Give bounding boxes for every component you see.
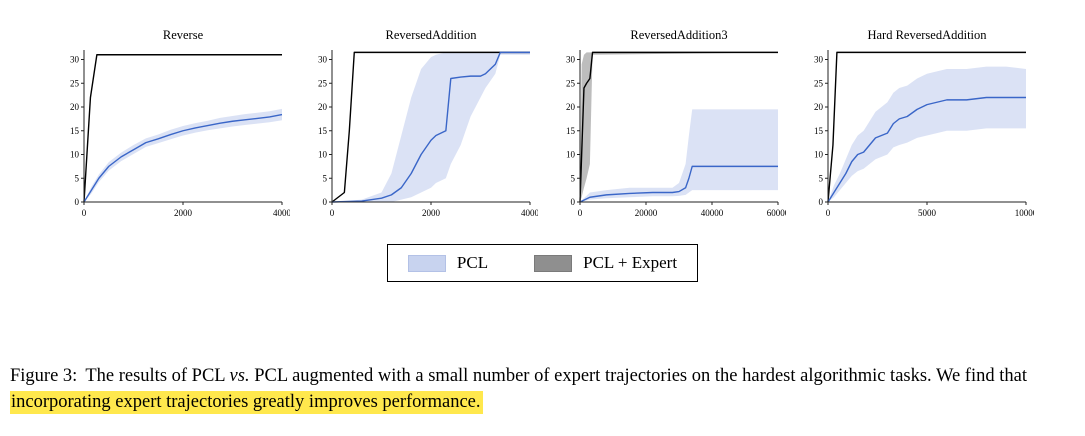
legend-row: PCL PCL + Expert xyxy=(0,244,1085,282)
legend-label-pcl-expert: PCL + Expert xyxy=(583,253,678,272)
caption-vs: vs. xyxy=(229,365,250,386)
svg-text:25: 25 xyxy=(814,78,824,88)
svg-text:0: 0 xyxy=(329,208,334,218)
svg-text:0: 0 xyxy=(570,197,575,207)
svg-text:5: 5 xyxy=(570,173,575,183)
svg-text:0: 0 xyxy=(818,197,823,207)
svg-text:10000: 10000 xyxy=(1014,208,1033,218)
legend-label-pcl: PCL xyxy=(456,253,489,272)
legend-item-pcl-expert: PCL + Expert xyxy=(534,253,677,273)
svg-text:10: 10 xyxy=(318,150,328,160)
caption-label: Figure 3: xyxy=(10,365,78,386)
svg-text:30: 30 xyxy=(566,55,576,65)
svg-text:60000: 60000 xyxy=(766,208,785,218)
legend: PCL PCL + Expert xyxy=(386,244,699,282)
svg-text:0: 0 xyxy=(825,208,830,218)
svg-text:0: 0 xyxy=(81,208,86,218)
figure-caption: Figure 3: The results of PCL vs. PCL augm… xyxy=(10,363,1075,416)
svg-text:0: 0 xyxy=(322,197,327,207)
chart-hard-reversed-addition: Hard ReversedAddition 0 5 10 15 20 25 30 0 5000 10… xyxy=(796,26,1038,228)
svg-text:Reverse: Reverse xyxy=(162,28,203,42)
svg-text:0: 0 xyxy=(74,197,79,207)
svg-text:40000: 40000 xyxy=(700,208,723,218)
svg-text:30: 30 xyxy=(814,55,824,65)
svg-text:15: 15 xyxy=(814,126,824,136)
svg-text:15: 15 xyxy=(70,126,80,136)
svg-text:20: 20 xyxy=(70,102,80,112)
svg-text:30: 30 xyxy=(70,55,80,65)
svg-text:15: 15 xyxy=(566,126,576,136)
svg-text:10: 10 xyxy=(566,150,576,160)
svg-text:4000: 4000 xyxy=(521,208,538,218)
svg-text:0: 0 xyxy=(577,208,582,218)
svg-text:Hard ReversedAddition: Hard ReversedAddition xyxy=(867,28,987,42)
svg-text:20: 20 xyxy=(318,102,328,112)
pcl-expert-swatch-icon xyxy=(534,254,573,272)
svg-text:2000: 2000 xyxy=(422,208,441,218)
svg-text:20000: 20000 xyxy=(634,208,657,218)
chart-reversed-addition3: ReversedAddition3 0 5 10 15 20 25 30 0 20000 40000… xyxy=(548,26,790,228)
svg-text:25: 25 xyxy=(318,78,328,88)
svg-text:25: 25 xyxy=(70,78,80,88)
chart-reverse: Reverse 0 5 10 15 20 25 30 0 2000 4000 xyxy=(52,26,292,228)
svg-text:10: 10 xyxy=(814,150,824,160)
svg-text:ReversedAddition: ReversedAddition xyxy=(385,28,477,42)
svg-text:5: 5 xyxy=(818,173,823,183)
charts-row: Reverse 0 5 10 15 20 25 30 0 2000 4000 ReversedAdd… xyxy=(0,26,1085,228)
legend-item-pcl: PCL xyxy=(407,253,489,273)
svg-text:20: 20 xyxy=(814,102,824,112)
svg-text:5: 5 xyxy=(322,173,327,183)
svg-text:25: 25 xyxy=(566,78,576,88)
pcl-swatch-icon xyxy=(407,254,446,272)
svg-text:30: 30 xyxy=(318,55,328,65)
svg-text:20: 20 xyxy=(566,102,576,112)
caption-body-1: The results of PCL xyxy=(85,365,230,386)
svg-text:ReversedAddition3: ReversedAddition3 xyxy=(630,28,727,42)
svg-text:2000: 2000 xyxy=(174,208,193,218)
caption-highlight: incorporating expert trajectories greatl… xyxy=(10,390,483,414)
chart-reversed-addition: ReversedAddition 0 5 10 15 20 25 30 0 2000 4000 xyxy=(300,26,540,228)
svg-text:5000: 5000 xyxy=(918,208,937,218)
svg-text:15: 15 xyxy=(318,126,328,136)
svg-text:4000: 4000 xyxy=(273,208,290,218)
svg-text:10: 10 xyxy=(70,150,80,160)
svg-text:5: 5 xyxy=(74,173,79,183)
caption-body-2: PCL augmented with a small number of exp… xyxy=(249,365,1027,386)
figure-3: Reverse 0 5 10 15 20 25 30 0 2000 4000 ReversedAdd… xyxy=(0,26,1085,282)
